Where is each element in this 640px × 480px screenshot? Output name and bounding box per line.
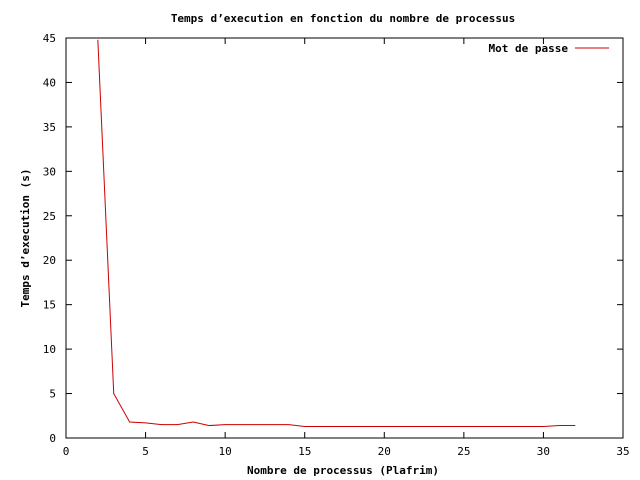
x-tick-label: 30 [537, 445, 550, 458]
plot-frame [65, 37, 624, 439]
y-tick-label: 40 [43, 76, 56, 89]
y-axis-ticks: 0 5 10 15 20 25 30 35 40 45 [43, 32, 623, 445]
x-axis-ticks: 0 5 10 15 20 25 30 35 [63, 38, 630, 458]
x-tick-label: 25 [457, 445, 470, 458]
x-tick-label: 15 [298, 445, 311, 458]
x-tick-label: 35 [616, 445, 629, 458]
x-tick-label: 5 [142, 445, 149, 458]
series-line [97, 39, 576, 427]
legend-label: Mot de passe [489, 42, 569, 55]
x-tick-label: 10 [219, 445, 232, 458]
x-tick-label: 20 [378, 445, 391, 458]
y-axis-label: Temps d’execution (s) [19, 168, 32, 307]
y-tick-label: 30 [43, 165, 56, 178]
x-axis-label: Nombre de processus (Plafrim) [247, 464, 439, 477]
plot-area [65, 37, 624, 439]
y-tick-label: 0 [49, 432, 56, 445]
chart-title: Temps d’execution en fonction du nombre … [171, 12, 515, 25]
y-tick-label: 20 [43, 254, 56, 267]
y-tick-label: 5 [49, 388, 56, 401]
y-tick-label: 25 [43, 210, 56, 223]
x-tick-label: 0 [63, 445, 70, 458]
y-tick-label: 35 [43, 121, 56, 134]
legend: Mot de passe [489, 42, 609, 55]
y-tick-label: 45 [43, 32, 56, 45]
y-tick-label: 15 [43, 299, 56, 312]
y-tick-label: 10 [43, 343, 56, 356]
series-layer [97, 39, 576, 427]
